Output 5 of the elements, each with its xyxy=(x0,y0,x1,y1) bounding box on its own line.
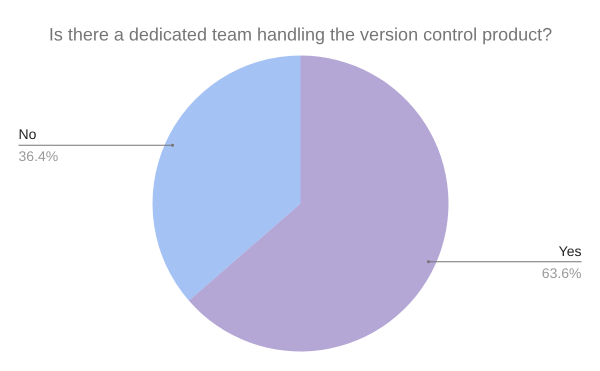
slice-label: Yes xyxy=(558,242,582,259)
data-label: 36.4% xyxy=(18,148,58,164)
chart-title: Is there a dedicated team handling the version control product? xyxy=(48,24,552,44)
data-label: 63.6% xyxy=(542,264,582,281)
slice-label: No xyxy=(18,126,37,142)
